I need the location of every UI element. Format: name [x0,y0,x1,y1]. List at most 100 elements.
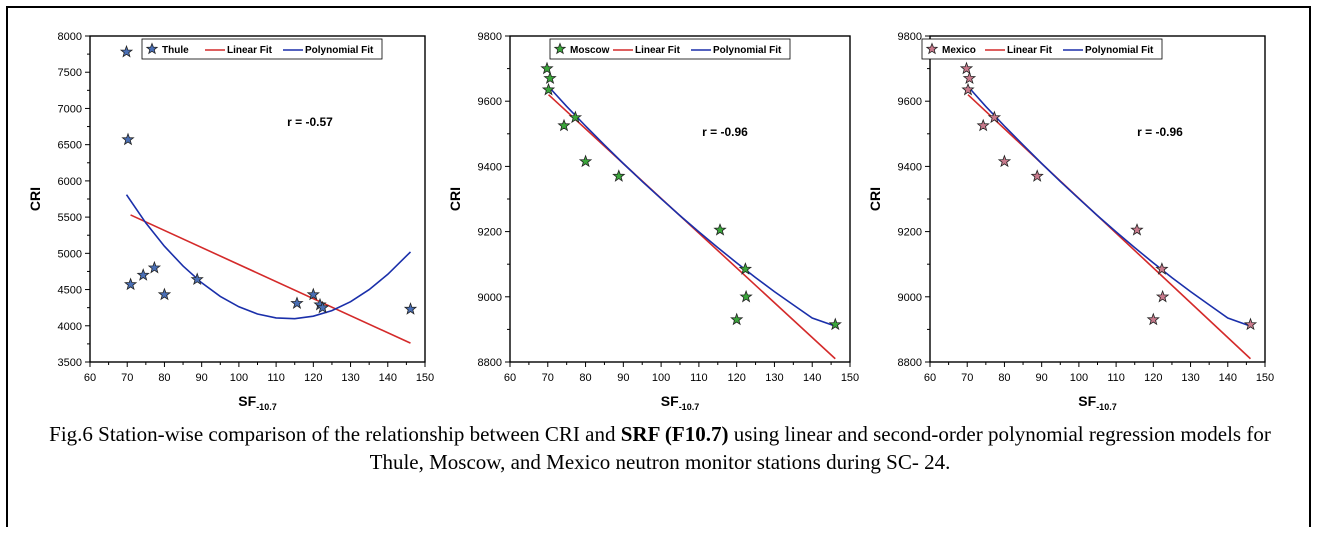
data-point-star [961,82,975,96]
moscow-chart: 60 70 80 90 100 110 120 130 140 150 8800 9000 9200 94… [447,31,859,412]
x-tick-label: 100 [652,372,670,384]
x-tick-label: 110 [267,372,285,384]
x-tick-label: 130 [1181,372,1199,384]
data-point-star [1155,262,1169,275]
legend-poly-label: Polynomial Fit [713,45,782,56]
x-axis-label: SF-10.7 [238,393,276,412]
y-tick-label: 8800 [478,357,502,369]
y-tick-label: 4500 [58,285,82,297]
polynomial-fit-curve [967,85,1251,327]
correlation-annotation: r = -0.96 [702,125,748,139]
legend-station-label: Moscow [570,45,610,56]
y-tick-label: 9800 [478,31,502,43]
data-point-star [612,169,626,182]
x-tick-label: 80 [158,372,170,384]
data-point-star [543,71,557,85]
y-axis-label: CRI [27,187,43,211]
x-tick-label: 140 [1219,372,1237,384]
data-point-star [739,289,753,303]
correlation-annotation: r = -0.57 [287,115,333,129]
data-point-star [540,61,554,75]
legend-linear-label: Linear Fit [1007,45,1053,56]
legend-box [141,38,383,60]
x-tick-label: 100 [1070,372,1088,384]
x-tick-label: 150 [841,372,859,384]
y-tick-label: 4000 [58,321,82,333]
x-axis-label-main: SF [238,393,256,409]
y-tick-label: 9200 [478,227,502,239]
data-point-star [124,277,138,291]
caption-prefix: Fig.6 Station-wise comparison of the rel… [49,422,621,446]
y-axis-label: CRI [867,187,883,211]
x-tick-label: 130 [341,372,359,384]
mexico-chart: 60 70 80 90 100 110 120 130 140 150 8800 9000 9200 94… [867,31,1274,412]
x-axis-label: SF-10.7 [1078,393,1116,412]
x-tick-label: 150 [416,372,434,384]
legend-linear-label: Linear Fit [227,45,273,56]
x-tick-label: 90 [617,372,629,384]
y-tick-label: 9800 [898,31,922,43]
data-point-star [157,287,172,301]
y-tick-label: 7000 [58,103,82,115]
polynomial-fit-curve [125,194,412,320]
data-point-star [147,260,161,274]
data-point-star [1243,317,1258,331]
polynomial-fit-curve [547,85,836,327]
x-tick-label: 100 [230,372,248,384]
y-tick-label: 8800 [898,357,922,369]
x-axis-label-subscript: -10.7 [679,402,700,412]
data-point-star [962,71,977,85]
y-tick-label: 9600 [478,96,502,108]
caption-suffix: using linear and second-order polynomial… [369,422,1271,474]
y-axis-label: CRI [447,187,463,211]
x-tick-label: 140 [803,372,821,384]
x-axis-label-subscript: -10.7 [256,402,277,412]
data-point-star [315,300,330,314]
x-axis-label: SF-10.7 [661,393,699,412]
data-point-star [730,312,744,326]
figure-frame [6,6,1311,527]
data-point-star [1130,223,1144,236]
legend-poly-label: Polynomial Fit [305,45,374,56]
y-tick-label: 9000 [898,292,922,304]
x-tick-label: 130 [765,372,783,384]
y-tick-label: 9000 [478,292,502,304]
data-point-star [1030,169,1044,182]
x-tick-label: 140 [379,372,397,384]
x-axis-label-main: SF [1078,393,1096,409]
legend-station-label: Thule [162,45,189,56]
data-point-star [557,118,571,132]
frame-left-border [6,6,8,527]
x-tick-label: 70 [121,372,133,384]
data-point-star [997,154,1012,168]
x-tick-label: 120 [304,372,322,384]
x-tick-label: 110 [1107,372,1125,384]
data-point-star [119,44,134,58]
data-point-star [306,287,320,301]
x-tick-label: 70 [961,372,973,384]
x-tick-label: 120 [727,372,745,384]
legend-station-label: Mexico [942,45,976,56]
data-point-star [828,317,842,331]
y-tick-label: 3500 [58,357,82,369]
data-point-star [713,223,727,236]
data-point-star [568,110,583,124]
data-point-star [987,110,1002,124]
data-point-star [976,118,990,132]
data-point-star [578,154,593,168]
plot-area [89,35,426,363]
legend-box [549,38,791,60]
y-tick-label: 6000 [58,176,82,188]
legend-box [921,38,1163,60]
data-point-star [1146,312,1160,326]
data-point-star [190,272,204,286]
linear-fit-line [130,214,411,344]
y-tick-label: 6500 [58,140,82,152]
plot-area [929,35,1266,363]
y-tick-label: 9400 [478,161,502,173]
figure-caption: Fig.6 Station-wise comparison of the rel… [40,420,1280,476]
y-tick-label: 9200 [898,227,922,239]
legend-poly-label: Polynomial Fit [1085,45,1154,56]
x-tick-label: 70 [542,372,554,384]
frame-right-border [1309,6,1311,527]
